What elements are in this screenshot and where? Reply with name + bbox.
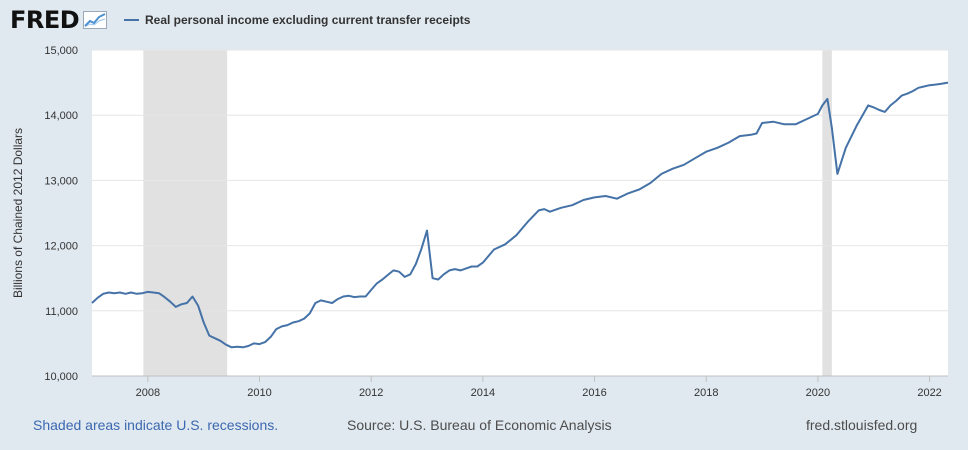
- y-tick-label: 13,000: [44, 175, 78, 187]
- x-tick-label: 2022: [917, 387, 941, 399]
- x-tick-label: 2010: [247, 387, 271, 399]
- x-tick-label: 2020: [806, 387, 830, 399]
- series-line-1: [91, 81, 949, 349]
- y-tick-label: 15,000: [44, 45, 78, 57]
- fred-logo-text: FRED: [10, 6, 80, 34]
- x-tick-label: 2012: [359, 387, 383, 399]
- site-link[interactable]: fred.stlouisfed.org: [806, 417, 918, 433]
- chart-legend: Real personal income excluding current t…: [124, 13, 470, 27]
- x-tick-label: 2018: [694, 387, 718, 399]
- y-tick-label: 10,000: [44, 371, 78, 383]
- x-tick-label: 2008: [136, 387, 160, 399]
- source-note: Source: U.S. Bureau of Economic Analysis: [347, 417, 612, 433]
- recession-band-2: [822, 50, 832, 376]
- recession-band-1: [143, 50, 228, 376]
- plot-background: [92, 50, 948, 376]
- y-axis-title: Billions of Chained 2012 Dollars: [11, 128, 25, 298]
- fred-logo[interactable]: FRED: [10, 6, 108, 34]
- x-tick-label: 2016: [582, 387, 606, 399]
- recession-note: Shaded areas indicate U.S. recessions.: [33, 417, 279, 433]
- legend-swatch: [124, 19, 139, 21]
- legend-label: Real personal income excluding current t…: [145, 13, 471, 27]
- y-tick-label: 12,000: [44, 241, 78, 253]
- chart-trend-icon: [83, 11, 108, 29]
- x-tick-label: 2014: [471, 387, 495, 399]
- y-tick-label: 11,000: [45, 306, 78, 318]
- y-tick-label: 14,000: [44, 110, 78, 122]
- plot-area: 10,000 11,000 12,000 13,000 14,000 15,000 2008…: [44, 45, 949, 399]
